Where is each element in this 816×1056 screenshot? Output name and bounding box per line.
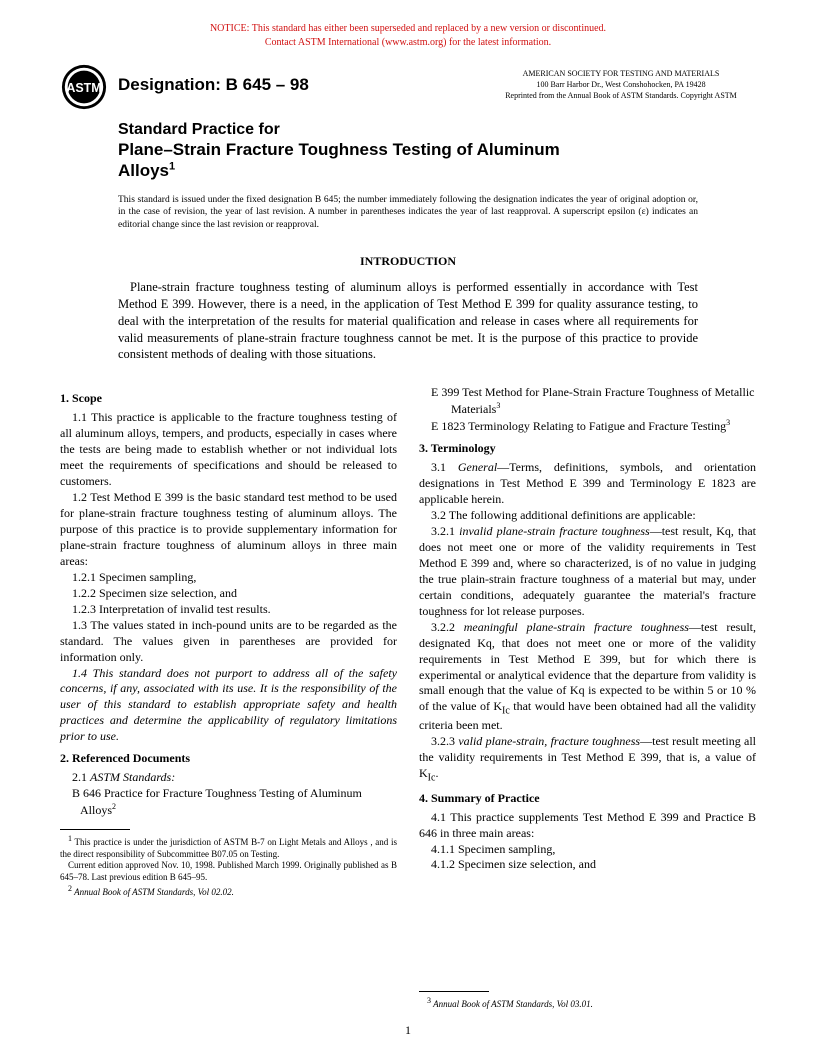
p-3-1: 3.1 General—Terms, definitions, symbols,… [419,460,756,508]
ref-e1823: E 1823 Terminology Relating to Fatigue a… [419,418,756,435]
title-sup: 1 [169,161,175,173]
section-3-head: 3. Terminology [419,441,756,457]
footnote-1b: Current edition approved Nov. 10, 1998. … [60,860,397,883]
society-l2: 100 Barr Harbor Dr., West Conshohocken, … [536,80,705,89]
p-3-2-2: 3.2.2 meaningful plane-strain fracture t… [419,620,756,734]
spacer [419,873,756,981]
ref-b646: B 646 Practice for Fracture Toughness Te… [60,786,397,819]
title-line2: Plane–Strain Fracture Toughness Testing … [118,139,618,182]
issued-note: This standard is issued under the fixed … [118,194,698,232]
notice-line2: Contact ASTM International (www.astm.org… [265,37,551,48]
section-1-head: 1. Scope [60,391,397,407]
p-1-2: 1.2 Test Method E 399 is the basic stand… [60,490,397,570]
header-row: ASTM Designation: B 645 – 98 AMERICAN SO… [60,63,756,111]
title-line1: Standard Practice for [118,121,756,139]
notice-line1: NOTICE: This standard has either been su… [210,23,606,34]
p-3-2-3: 3.2.3 valid plane-strain, fracture tough… [419,734,756,785]
footnote-rule [60,829,130,830]
section-4-head: 4. Summary of Practice [419,791,756,807]
p-3-2: 3.2 The following additional definitions… [419,508,756,524]
p-3-2-1: 3.2.1 invalid plane-strain fracture toug… [419,524,756,620]
right-column: E 399 Test Method for Plane-Strain Fract… [419,385,756,1011]
footnote-2: 2 Annual Book of ASTM Standards, Vol 02.… [60,884,397,899]
footnote-rule-r [419,991,489,992]
intro-body: Plane-strain fracture toughness testing … [118,279,698,363]
section-2-head: 2. Referenced Documents [60,751,397,767]
ref-e399: E 399 Test Method for Plane-Strain Fract… [419,385,756,418]
society-l1: AMERICAN SOCIETY FOR TESTING AND MATERIA… [523,69,720,78]
p-1-3: 1.3 The values stated in inch-pound unit… [60,618,397,666]
title-block: Standard Practice for Plane–Strain Fract… [118,121,756,182]
astm-logo-icon: ASTM [60,63,108,111]
left-column: 1. Scope 1.1 This practice is applicable… [60,385,397,1011]
footnote-1: 1 This practice is under the jurisdictio… [60,834,397,860]
p-1-2-1: 1.2.1 Specimen sampling, [60,570,397,586]
columns: 1. Scope 1.1 This practice is applicable… [60,385,756,1011]
p-4-1-1: 4.1.1 Specimen sampling, [419,842,756,858]
intro-heading: INTRODUCTION [60,254,756,269]
notice-banner: NOTICE: This standard has either been su… [60,22,756,49]
p-4-1-2: 4.1.2 Specimen size selection, and [419,857,756,873]
p-1-2-2: 1.2.2 Specimen size selection, and [60,586,397,602]
society-l3: Reprinted from the Annual Book of ASTM S… [505,91,737,100]
p-4-1: 4.1 This practice supplements Test Metho… [419,810,756,842]
title-text: Plane–Strain Fracture Toughness Testing … [118,140,560,180]
p-2-1: 2.1 ASTM Standards: [60,770,397,786]
page-number: 1 [0,1023,816,1038]
p-1-2-3: 1.2.3 Interpretation of invalid test res… [60,602,397,618]
society-block: AMERICAN SOCIETY FOR TESTING AND MATERIA… [486,69,756,101]
p-1-4: 1.4 This standard does not purport to ad… [60,666,397,746]
p-1-1: 1.1 This practice is applicable to the f… [60,410,397,490]
designation: Designation: B 645 – 98 [118,75,309,95]
svg-text:ASTM: ASTM [66,81,101,95]
footnote-3: 3 Annual Book of ASTM Standards, Vol 03.… [419,996,756,1011]
